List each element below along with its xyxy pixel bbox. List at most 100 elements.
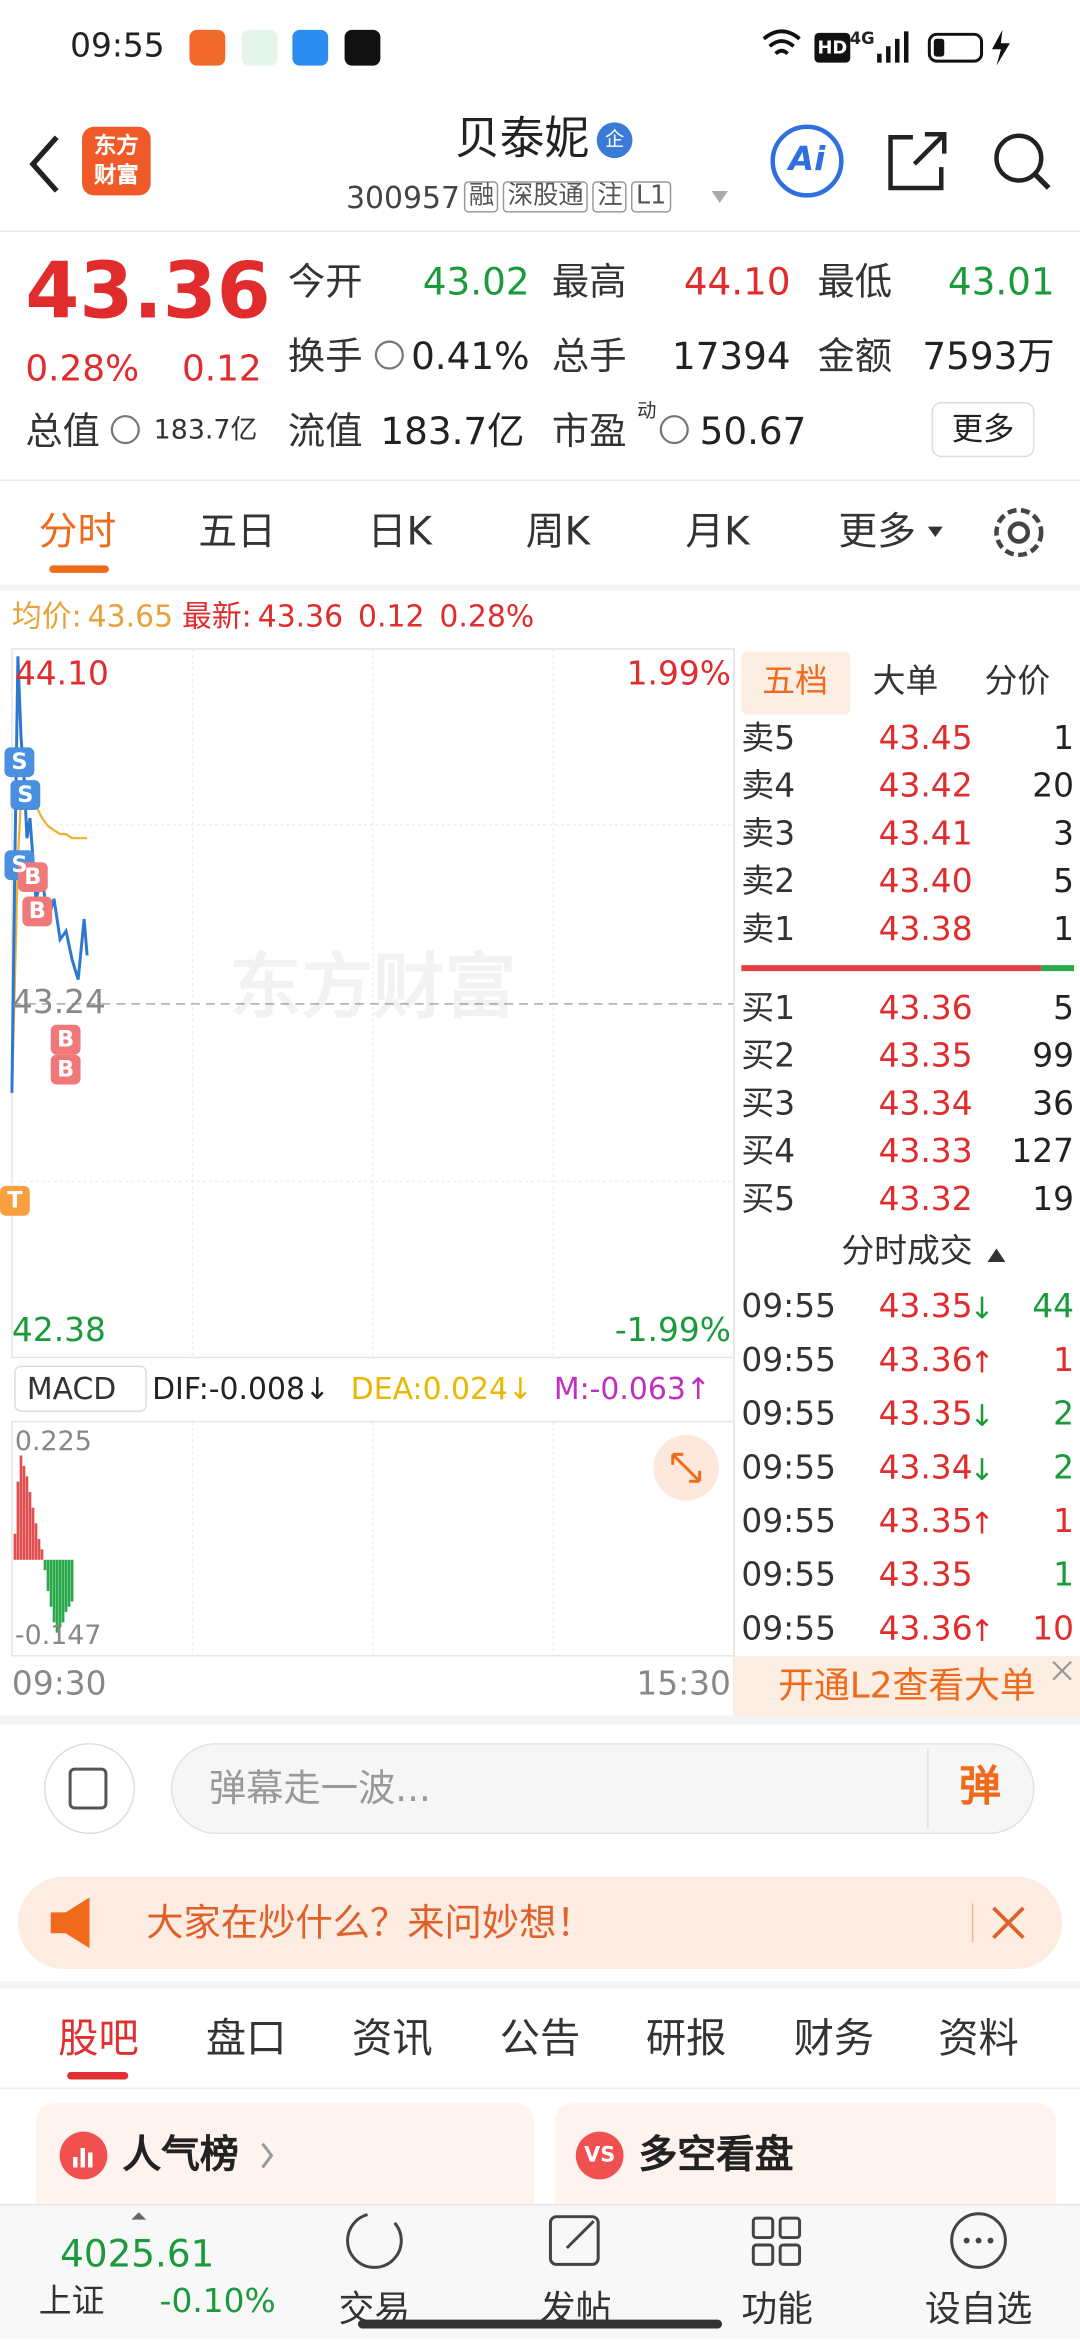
comment-input[interactable]: [170, 1743, 1035, 1835]
macd-bar: [43, 1559, 47, 1571]
book-tab[interactable]: 分价: [984, 663, 1051, 702]
charging-icon: [991, 29, 1010, 66]
ask-banner[interactable]: [17, 1876, 1063, 1970]
macd-bar: [70, 1559, 74, 1602]
ai-button[interactable]: [770, 124, 844, 198]
trades-title: 分时成交: [841, 1233, 973, 1271]
time-label: 09:30: [11, 1666, 107, 1704]
macd-bar: [64, 1559, 68, 1612]
card-title[interactable]: 多空看盘: [638, 2133, 794, 2178]
trade-price: 43.35: [878, 1288, 973, 1327]
divider: [0, 584, 1080, 591]
trade-volume: 1: [1053, 1557, 1075, 1595]
macd-bar: [55, 1559, 59, 1633]
badge: 企: [604, 129, 625, 152]
axis-label: 0.225: [14, 1426, 92, 1458]
card[interactable]: [554, 2103, 1057, 2223]
axis-label: 44.10: [14, 656, 109, 694]
expand-icon: [671, 1452, 702, 1483]
trade-arrow: ↑: [969, 1612, 995, 1649]
book-label: 卖2: [741, 863, 796, 901]
nav-item[interactable]: 发帖: [539, 2288, 612, 2331]
section-tab[interactable]: 公告: [499, 2016, 581, 2063]
back-button[interactable]: [29, 135, 59, 193]
danmaku-button[interactable]: 弹: [959, 1761, 1001, 1811]
trade-volume: 44: [1032, 1288, 1075, 1327]
l2-close[interactable]: [1052, 1660, 1072, 1681]
book-tab-active[interactable]: [741, 651, 851, 715]
hd-label: HD: [817, 37, 848, 59]
chart-tab[interactable]: 日K: [367, 510, 432, 555]
book-volume: 5: [1053, 863, 1075, 901]
rank-icon: [73, 2148, 93, 2168]
nav-item[interactable]: 交易: [338, 2288, 411, 2331]
danmaku-settings[interactable]: [44, 1743, 135, 1835]
trade-price: 43.35: [878, 1396, 973, 1434]
more-button[interactable]: 更多: [951, 410, 1015, 447]
trade-marker: [10, 780, 41, 810]
trade-volume: 10: [1032, 1611, 1075, 1649]
change-pct: 0.28%: [25, 347, 140, 390]
more-button[interactable]: [931, 402, 1035, 458]
settings-button[interactable]: [994, 507, 1044, 558]
section-tab[interactable]: 资料: [938, 2016, 1019, 2063]
share-button[interactable]: [888, 132, 947, 191]
tab-underline: [49, 565, 109, 573]
comment-placeholder[interactable]: 弹幕走一波...: [208, 1766, 431, 1811]
marker-label: S: [11, 851, 28, 878]
trade-arrow: ↓: [969, 1451, 995, 1488]
card-title[interactable]: 人气榜: [122, 2133, 239, 2178]
chart-tab[interactable]: 月K: [685, 510, 750, 555]
trade-arrow: ↓: [969, 1290, 995, 1327]
watchlist-icon[interactable]: [950, 2212, 1007, 2269]
l2-banner-text[interactable]: 开通L2查看大单: [778, 1664, 1036, 1707]
book-price: 43.36: [878, 990, 973, 1028]
trade-time: 09:55: [741, 1449, 836, 1488]
post-icon[interactable]: [548, 2215, 600, 2266]
chart-tab[interactable]: 周K: [525, 510, 591, 555]
trade-arrow: ↑: [969, 1505, 995, 1541]
section-tab[interactable]: 股吧: [58, 2016, 139, 2063]
book-tab[interactable]: 五档: [762, 663, 828, 702]
nav-item[interactable]: 功能: [741, 2288, 813, 2331]
nav-item[interactable]: 设自选: [924, 2288, 1033, 2331]
search-handle: [1033, 172, 1051, 190]
book-volume: 1: [1053, 911, 1075, 949]
chart-tab[interactable]: 五日: [198, 510, 276, 555]
trade-icon[interactable]: [346, 2212, 403, 2269]
home-indicator: [358, 2319, 722, 2329]
chart-grid: [11, 648, 734, 1656]
banner-close[interactable]: [992, 1906, 1025, 1940]
chart-tab[interactable]: 更多: [838, 510, 916, 555]
search-button[interactable]: [994, 133, 1044, 183]
macd-selector[interactable]: [14, 1365, 147, 1412]
section-tab[interactable]: 研报: [645, 2016, 727, 2063]
legend-item: 最新:: [182, 598, 252, 634]
card[interactable]: [35, 2103, 535, 2223]
function-icon[interactable]: [751, 2216, 802, 2266]
trade-price: 43.35: [878, 1503, 973, 1541]
legend-item: 43.65: [87, 598, 174, 634]
megaphone-icon: [50, 1897, 90, 1949]
index-change: -0.10%: [159, 2283, 276, 2322]
book-tab[interactable]: 大单: [872, 663, 939, 702]
field-value: 17394: [671, 334, 791, 379]
banner-text[interactable]: 大家在炒什么？来问妙想！: [146, 1901, 594, 1945]
book-label: 买2: [741, 1038, 796, 1076]
label: DIF:-0.008↓: [152, 1370, 330, 1407]
section-tab[interactable]: 资讯: [352, 2016, 433, 2063]
section-underline: [67, 2071, 129, 2080]
trade-time: 09:55: [741, 1342, 836, 1380]
book-volume: 20: [1032, 768, 1075, 806]
book-volume: 99: [1032, 1038, 1075, 1076]
section-tab[interactable]: 财务: [793, 2016, 875, 2063]
section-tab[interactable]: 盘口: [205, 2016, 287, 2063]
trade-time: 09:55: [741, 1503, 836, 1541]
clock: 09:55: [70, 28, 165, 66]
index-caret: [131, 2212, 147, 2220]
stock-tag: 融: [464, 181, 499, 213]
dropdown-caret: [711, 190, 728, 203]
chart-tab[interactable]: 分时: [38, 510, 117, 555]
l2-banner[interactable]: [733, 1655, 1080, 1716]
trade-arrow: ↑: [969, 1344, 995, 1380]
